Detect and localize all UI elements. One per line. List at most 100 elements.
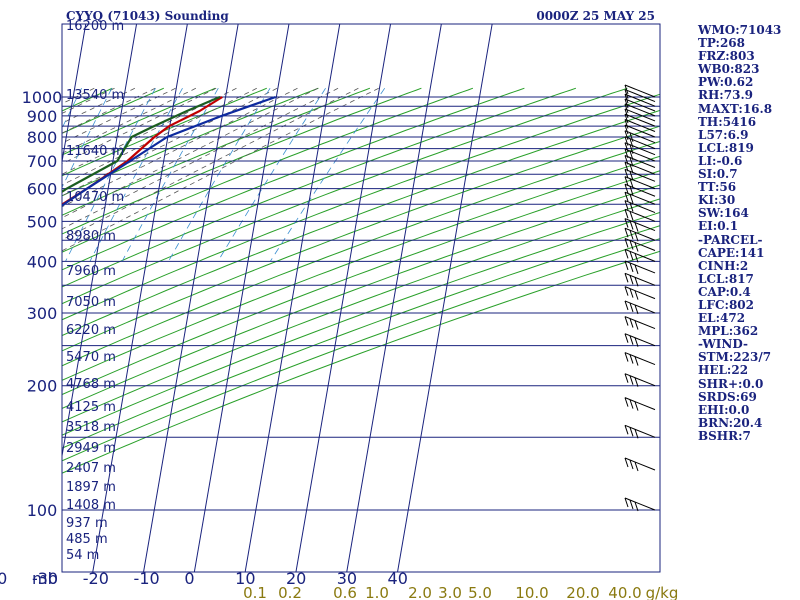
moist-adiabat	[62, 87, 359, 241]
wind-barb-flag	[624, 228, 629, 238]
moist-adiabat	[62, 87, 217, 165]
index-item: TP:268	[698, 36, 746, 51]
mixing-ratio-tick-label: 0.2	[278, 584, 302, 600]
sounding-time: 0000Z 25 MAY 25	[536, 9, 655, 23]
altitude-label: 937 m	[66, 516, 108, 531]
wind-barb-flag	[624, 103, 629, 114]
parcel-profile	[62, 95, 276, 207]
isotherm	[92, 24, 188, 572]
wind-barb-flag	[624, 352, 629, 362]
profile-series	[62, 95, 276, 207]
mixing-ratio-tick-label: 2.0	[408, 584, 432, 600]
wind-barb-flag	[624, 176, 629, 186]
isotherm	[244, 24, 341, 572]
index-item: CAP:0.4	[698, 284, 751, 299]
wind-barb-flag	[634, 337, 639, 347]
wind-barb-flag	[629, 499, 634, 510]
pressure-tick-label: 200	[27, 377, 58, 396]
wind-barb	[624, 93, 656, 107]
temperature-tick-label: -40	[0, 569, 7, 588]
index-item: RH:73.9	[698, 88, 753, 103]
wind-barb-shaft	[624, 316, 656, 330]
index-item: SHR+:0.0	[698, 376, 764, 391]
moist-adiabat	[62, 87, 379, 252]
wind-barb-flag	[629, 178, 634, 188]
wind-barb	[624, 272, 656, 287]
wind-barb-shaft	[624, 176, 656, 190]
temperature-tick-label: -20	[83, 569, 109, 588]
wind-barb	[624, 208, 656, 222]
wind-barb-shaft	[624, 136, 656, 150]
index-item: EL:472	[698, 311, 746, 326]
wind-barb	[624, 136, 656, 150]
wind-barb-shaft	[624, 333, 656, 347]
altitude-label: 16200 m	[66, 19, 124, 34]
index-item: -WIND-	[698, 337, 748, 352]
mixing-ratio-unit-label: g/kg	[646, 584, 679, 600]
temperature-tick-label: -30	[32, 569, 58, 588]
wind-barb-flag	[629, 262, 634, 273]
wind-barb	[624, 113, 656, 127]
dry-adiabat	[62, 87, 422, 235]
wind-barb	[624, 183, 656, 197]
wind-barb-flag	[624, 397, 629, 407]
wind-barb	[624, 103, 656, 117]
dry-adiabat	[62, 87, 628, 305]
wind-barb-flag	[624, 333, 629, 343]
altitude-label: 11640 m	[66, 144, 124, 159]
index-item: LFC:802	[698, 297, 754, 312]
wind-barb-flag	[624, 300, 629, 311]
temperature-tick-label: 40	[388, 569, 408, 588]
wind-barb-flag	[634, 253, 639, 263]
pressure-tick-label: 1000	[22, 88, 63, 107]
pressure-unit-label: mb	[32, 569, 58, 588]
mixing-ratio-line	[269, 87, 386, 262]
altitude-label: 485 m	[66, 532, 108, 547]
mixing-ratio-tick-label: 1.0	[365, 584, 389, 600]
wind-barb-flag	[624, 113, 629, 124]
wind-barb-shaft	[624, 119, 656, 132]
isotherm	[295, 24, 392, 572]
dry-adiabat	[62, 87, 577, 288]
mixing-ratio-tick-label: 0.1	[243, 584, 267, 600]
wind-barb-shaft	[624, 98, 656, 112]
wind-barb	[624, 108, 656, 122]
index-item: LI:-0.6	[698, 153, 743, 168]
wind-barb-flag	[629, 399, 634, 409]
wind-barb-flag	[624, 89, 629, 99]
wind-barb	[624, 84, 656, 98]
index-item: WMO:71043	[698, 23, 782, 37]
index-item: SI:0.7	[698, 167, 738, 182]
index-item: CINH:2	[698, 258, 749, 273]
wind-barb-flag	[624, 209, 629, 219]
altitude-label: 1897 m	[66, 480, 116, 495]
temperature-tick-label: 0	[184, 569, 194, 588]
wind-barb-flag	[629, 194, 634, 204]
wind-barb-flag	[634, 232, 639, 242]
wind-barb-flag	[634, 401, 639, 411]
mixing-ratio-line	[121, 88, 219, 262]
mixing-ratio-line	[62, 88, 113, 189]
index-item: MPL:362	[698, 324, 759, 339]
mixing-ratio-tick-label: 3.0	[438, 584, 462, 600]
wind-barb	[624, 148, 656, 162]
wind-barb-flag	[624, 84, 629, 95]
index-item: STM:223/7	[698, 350, 772, 365]
wind-barbs	[624, 84, 656, 512]
wind-barb-shaft	[624, 168, 656, 182]
axis-labels: 1002003004005006007008009001000mb-80-70-…	[0, 19, 678, 600]
wind-barb-flag	[629, 354, 634, 364]
mixing-ratio-tick-label: 5.0	[468, 584, 492, 600]
wind-barb-flag	[629, 240, 634, 250]
altitude-label: 5470 m	[66, 350, 116, 365]
wind-barb-shaft	[624, 424, 656, 438]
wind-barb-flag	[634, 377, 639, 387]
dry-adiabat	[62, 87, 319, 197]
wind-barb-flag	[629, 211, 634, 221]
pressure-tick-label: 400	[27, 252, 58, 271]
altitude-label: 8980 m	[66, 229, 116, 244]
temperature-tick-label: 30	[337, 569, 357, 588]
wind-barb-flag	[629, 302, 634, 313]
wind-barb-flag	[624, 249, 629, 259]
wind-barb-shaft	[624, 373, 656, 387]
